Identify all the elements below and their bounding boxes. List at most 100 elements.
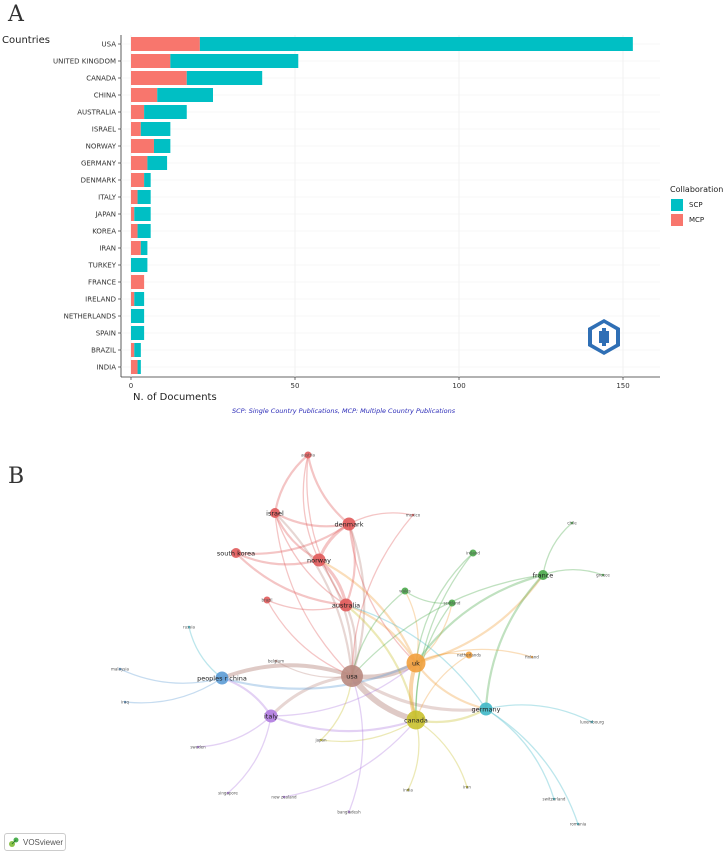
network-node-label: switzerland [543, 797, 566, 802]
network-node-label: denmark [335, 521, 364, 529]
network-node [274, 659, 278, 663]
network-node-label: new zealand [271, 795, 297, 800]
legend-label-scp: SCP [689, 201, 703, 209]
bar-scp [170, 54, 299, 68]
network-node-label: norway [307, 557, 331, 565]
network-node [406, 710, 426, 730]
network-node-label: south korea [217, 550, 255, 558]
bars [131, 37, 633, 374]
network-node [576, 822, 580, 826]
network-link [318, 559, 418, 664]
network-link [348, 523, 417, 664]
network-link [270, 662, 417, 717]
network-link [269, 674, 353, 718]
network-link [415, 573, 544, 664]
bar-scp [140, 241, 148, 255]
network-node [215, 671, 229, 685]
network-link [351, 514, 414, 677]
network-node [339, 598, 353, 612]
network-node-label: austria [301, 453, 315, 458]
network-link [415, 648, 533, 664]
network-link [274, 512, 350, 528]
network-node [448, 599, 456, 607]
network-link [320, 719, 417, 743]
network-node-label: india [403, 788, 413, 793]
network-node [469, 549, 477, 557]
bar-mcp [131, 224, 138, 238]
network-node [231, 548, 241, 558]
network-node [406, 653, 426, 673]
network-link [317, 522, 350, 561]
legend-swatch-mcp [671, 214, 683, 226]
bar-scp [157, 88, 213, 102]
network-link [345, 603, 417, 664]
network-link [235, 523, 350, 555]
bibliometrix-logo-icon [588, 319, 620, 355]
y-tick-label: JAPAN [94, 211, 116, 219]
network-node [590, 720, 594, 724]
network-node-label: brazil [262, 598, 273, 603]
network-node-label: germany [472, 706, 501, 714]
network-link [283, 719, 417, 798]
network-node [552, 797, 556, 801]
bar-mcp [131, 105, 145, 119]
network-node-label: finland [525, 655, 539, 660]
network-link [484, 574, 544, 710]
network-node-label: japan [314, 738, 327, 743]
network-link [351, 590, 406, 677]
network-link [197, 715, 272, 748]
stacked-bar-chart: USA UNITED KINGDOM CANADA CHINA AUSTRALIA ISR… [53, 35, 660, 390]
y-tick-label: NORWAY [86, 143, 117, 151]
network-node-label: netherlands [457, 653, 481, 658]
network-link [351, 574, 544, 677]
network-node [263, 596, 271, 604]
network-node [538, 570, 548, 580]
network-link [235, 551, 320, 566]
x-tick-label: 150 [616, 382, 629, 390]
chart-a-title: Countries [2, 35, 50, 46]
network-nodes [118, 451, 605, 826]
network-link [345, 604, 487, 710]
network-node-label: bangladesh [337, 810, 361, 815]
network-node-label: malaysia [111, 667, 129, 672]
y-tick-label: TURKEY [87, 262, 116, 270]
network-node-label: luxembourg [580, 720, 604, 725]
network-link [348, 675, 364, 813]
gridlines [121, 35, 660, 377]
network-link [270, 714, 417, 733]
network-node-label: greece [596, 573, 610, 578]
network-link [188, 626, 223, 679]
bar-scp [131, 309, 145, 323]
bar-mcp [131, 343, 135, 357]
network-node [304, 451, 312, 459]
network-node-label: singapore [218, 791, 238, 796]
bar-mcp [131, 122, 141, 136]
network-link [274, 512, 353, 677]
network-node-label: belgium [268, 659, 284, 664]
bar-mcp [131, 37, 200, 51]
bar-mcp [131, 207, 135, 221]
network-node [282, 795, 286, 799]
network-node-label: uk [412, 660, 420, 668]
network-link [227, 715, 272, 794]
network-link [345, 604, 418, 721]
legend-swatch-scp [671, 199, 683, 211]
network-link [415, 574, 544, 665]
network-node-label: scotland [444, 601, 461, 606]
network-node-label: mexico [406, 513, 421, 518]
network-node-label: israel [266, 510, 284, 518]
network-node-label: iran [463, 785, 471, 790]
y-tick-label: GERMANY [81, 160, 117, 168]
network-node-label: iraq [121, 700, 129, 705]
x-tick-label: 100 [452, 382, 465, 390]
y-tick-label: CANADA [86, 75, 116, 83]
network-link [221, 661, 417, 690]
legend: Collaboration SCP MCP [670, 185, 723, 226]
bar-scp [137, 190, 151, 204]
vosviewer-label: VOSviewer [23, 837, 64, 847]
y-tick-label: KOREA [92, 228, 116, 236]
network-node [601, 573, 605, 577]
bar-scp [144, 173, 151, 187]
network-node [270, 508, 280, 518]
